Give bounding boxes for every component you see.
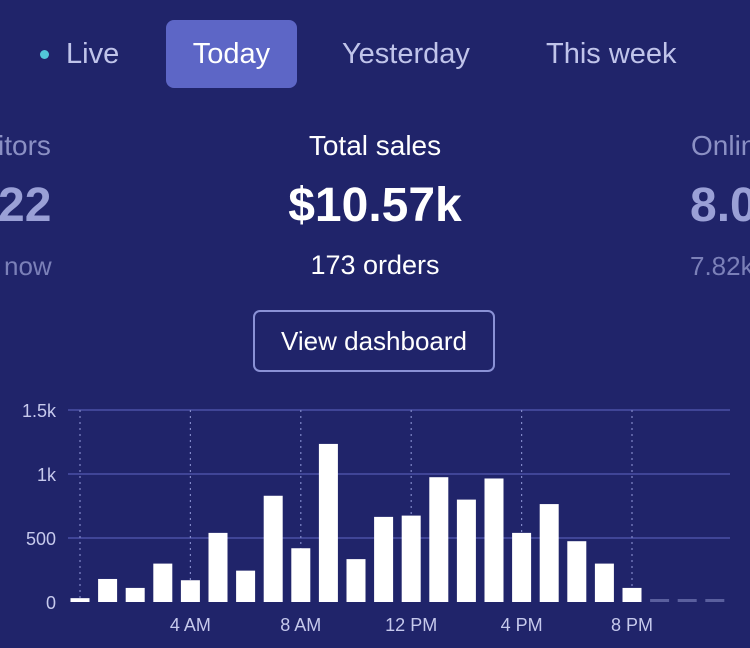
bar-12-am	[70, 598, 90, 602]
tab-live-label: Live	[66, 38, 120, 70]
metric-online-label: Onlin	[691, 130, 750, 161]
bar-8-am	[291, 548, 311, 602]
x-tick-label: 4 PM	[501, 615, 543, 635]
tab-today-label: Today	[192, 38, 271, 70]
bar-7-pm	[594, 563, 614, 602]
metric-orders-count: 173 orders	[310, 250, 440, 280]
bar-10-am	[346, 559, 366, 602]
y-tick-label: 1.5k	[22, 401, 57, 421]
bar-6-am	[236, 570, 256, 602]
y-tick-label: 0	[46, 593, 56, 613]
bar-1-am	[98, 578, 118, 602]
bar-4-pm	[512, 532, 532, 602]
metric-online-value: 8.0	[690, 179, 750, 232]
metric-visitors-value: 22	[0, 179, 52, 232]
bar-4-am	[180, 580, 200, 602]
metric-total-sales-label: Total sales	[308, 130, 442, 161]
y-tick-label: 1k	[37, 465, 57, 485]
bar-11-am	[374, 516, 394, 602]
view-dashboard-button[interactable]: View dashboard	[253, 310, 495, 372]
bar-3-am	[153, 563, 173, 602]
tab-yesterday-label: Yesterday	[342, 38, 470, 70]
metric-total-sales-value: $10.57k	[288, 179, 462, 232]
tab-live[interactable]: Live	[66, 20, 119, 88]
hourly-sales-bar-chart: 0 500 1k 1.5k 4 AM 8 AM 12 PM 4 PM 8 PM	[22, 401, 730, 635]
bar-11-pm	[705, 599, 725, 602]
bar-12-pm	[401, 515, 421, 602]
bar-2-am	[125, 587, 145, 602]
bar-8-pm	[622, 587, 642, 602]
tab-yesterday[interactable]: Yesterday	[342, 20, 470, 88]
bar-10-pm	[677, 599, 697, 602]
bar-2-pm	[456, 499, 476, 602]
metric-online-sub: 7.82k	[690, 251, 750, 281]
x-tick-label: 8 AM	[280, 615, 321, 635]
metric-visitors-label: itors	[0, 130, 51, 161]
metric-visitors-sub: now	[4, 251, 52, 281]
x-tick-label: 4 AM	[170, 615, 211, 635]
bar-6-pm	[567, 541, 587, 602]
bar-3-pm	[484, 478, 504, 602]
tab-today[interactable]: Today	[166, 20, 297, 88]
live-dot-icon	[40, 50, 49, 59]
y-tick-label: 500	[26, 529, 56, 549]
bar-5-am	[208, 532, 228, 602]
period-tab-bar: Live Today Yesterday This week	[0, 20, 750, 88]
tab-this-week-label: This week	[546, 38, 677, 70]
x-tick-label: 12 PM	[385, 615, 437, 635]
x-tick-label: 8 PM	[611, 615, 653, 635]
bar-5-pm	[539, 504, 559, 602]
bar-9-am	[318, 443, 338, 602]
bar-1-pm	[429, 477, 449, 602]
tab-this-week[interactable]: This week	[546, 20, 677, 88]
bar-9-pm	[650, 599, 670, 602]
bar-7-am	[263, 495, 283, 602]
